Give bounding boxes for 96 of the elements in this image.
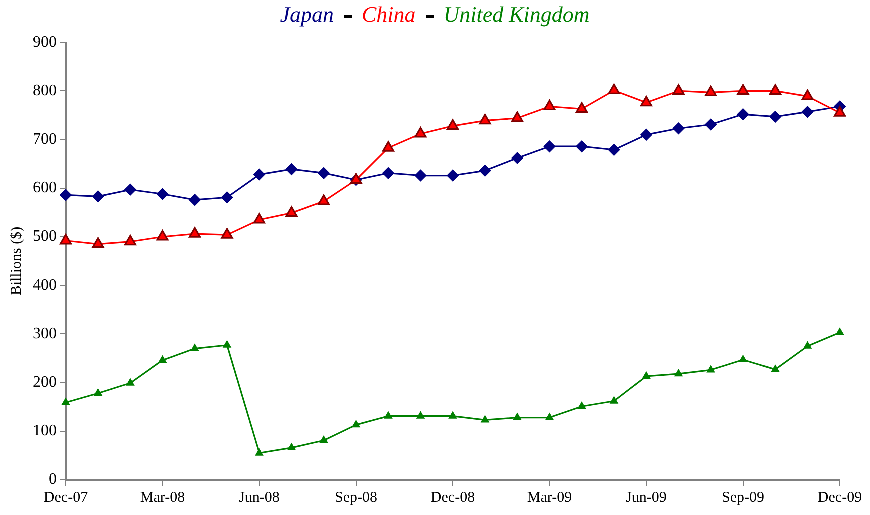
point [221,228,234,239]
point [576,140,588,152]
x-tick-label: Dec-09 [818,490,862,506]
y-tick-label: 400 [33,276,57,294]
point [94,389,102,396]
point [737,84,750,95]
point [737,108,750,120]
point [189,194,201,206]
point [416,412,425,419]
point [92,190,104,202]
point [836,328,844,336]
point [254,168,266,181]
y-tick-label: 800 [33,82,57,100]
point [60,189,72,202]
point [447,170,459,182]
x-tick-label: Mar-09 [527,490,572,506]
y-tick-label: 500 [33,228,57,246]
point [320,436,328,444]
point [610,396,618,404]
point [479,165,492,177]
point [772,365,780,372]
point [126,378,134,386]
point [546,413,554,420]
x-tick-label: Sep-09 [722,490,764,506]
x-tick-label: Sep-08 [335,490,378,506]
point [350,173,362,184]
point [544,140,556,152]
point [221,192,234,204]
point [802,90,814,100]
point [256,448,264,456]
point [318,168,330,180]
point [382,141,394,152]
point [642,372,650,380]
point [62,398,70,406]
point [414,170,427,182]
point [672,84,685,95]
point [124,184,136,196]
point [223,341,232,348]
point [608,144,620,156]
point [672,122,685,134]
point [189,227,201,238]
y-tick-label: 600 [33,180,57,197]
point [802,106,814,118]
point [481,416,490,423]
point [254,213,266,224]
point [576,102,588,113]
x-tick-label: Jun-08 [239,490,280,506]
point [834,106,846,117]
x-tick-label: Dec-08 [430,490,476,506]
point [479,114,492,125]
y-tick-label: 900 [33,34,57,51]
x-tick-label: Dec-07 [44,490,89,506]
point [674,370,683,377]
text: United Kingdom [444,2,590,27]
y-tick-label: 200 [33,374,57,392]
point [544,100,556,111]
point [770,111,782,123]
text: Japan [280,2,334,27]
y-axis-title: Billions ($) [8,226,25,296]
point [414,127,427,138]
point [512,152,524,164]
point [158,356,167,363]
x-tick-label: Mar-08 [140,490,186,506]
text: China [362,2,416,27]
point [739,356,748,363]
point [512,112,524,122]
point [770,84,782,95]
y-tick-label: 100 [33,422,57,440]
point [352,420,360,428]
point [804,342,812,349]
point [608,84,620,95]
point [447,119,459,130]
point [286,164,298,176]
point [92,237,104,248]
y-tick-label: 300 [33,325,57,342]
point [124,235,136,246]
point [156,230,169,241]
point [288,444,296,450]
x-tick-label: Jun-09 [626,490,667,506]
point [640,96,652,107]
point [318,194,330,206]
point [578,402,586,410]
point [514,413,522,420]
point [382,168,394,180]
point [449,412,457,419]
point [640,129,652,141]
point [705,86,717,96]
point [191,344,199,352]
y-tick-label: 700 [33,131,57,148]
point [156,188,169,200]
point [705,118,717,131]
point [60,234,72,245]
y-tick-label: 0 [49,471,57,488]
point [286,206,298,217]
point [384,412,392,419]
point [707,366,715,373]
